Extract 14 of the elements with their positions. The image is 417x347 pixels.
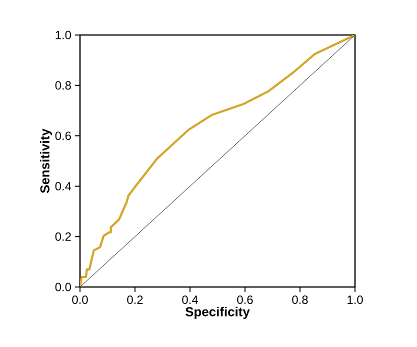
x-tick-label: 0.8 [292,296,308,304]
y-tick-label: 0.2 [55,232,71,241]
x-tick-label: 0.6 [237,296,253,304]
x-tick-label: 0.4 [182,296,198,304]
x-tick-label: 0.0 [72,296,88,304]
x-axis-title: Specificity [185,306,250,319]
y-tick-label: 1.0 [56,30,72,40]
y-tick-label: 0.8 [55,81,71,90]
y-tick-label: 0.0 [55,282,72,292]
y-tick-label: 0.6 [55,132,71,140]
x-tick-label: 1.0 [348,296,363,304]
y-tick-label: 0.4 [55,182,72,190]
y-axis-title: Sensitivity [40,128,52,194]
x-tick-label: 0.2 [127,296,143,304]
